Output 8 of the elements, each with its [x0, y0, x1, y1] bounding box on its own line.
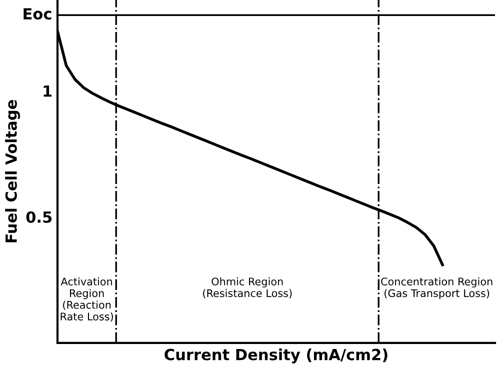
x-axis-title: Current Density (mA/cm2): [164, 348, 388, 364]
y-tick-label: 1: [44, 85, 52, 97]
annotation: Concentration Region (Gas Transport Loss): [381, 277, 492, 300]
y-axis-title: Fuel Cell Voltage: [5, 100, 20, 242]
annotation: Ohmic Region (Resistance Loss): [203, 277, 292, 298]
annotation: Activation Region (Reaction Rate Loss): [60, 277, 113, 322]
y-tick-label: 0.5: [26, 211, 52, 223]
ref-line-label: Eoc: [24, 8, 52, 20]
